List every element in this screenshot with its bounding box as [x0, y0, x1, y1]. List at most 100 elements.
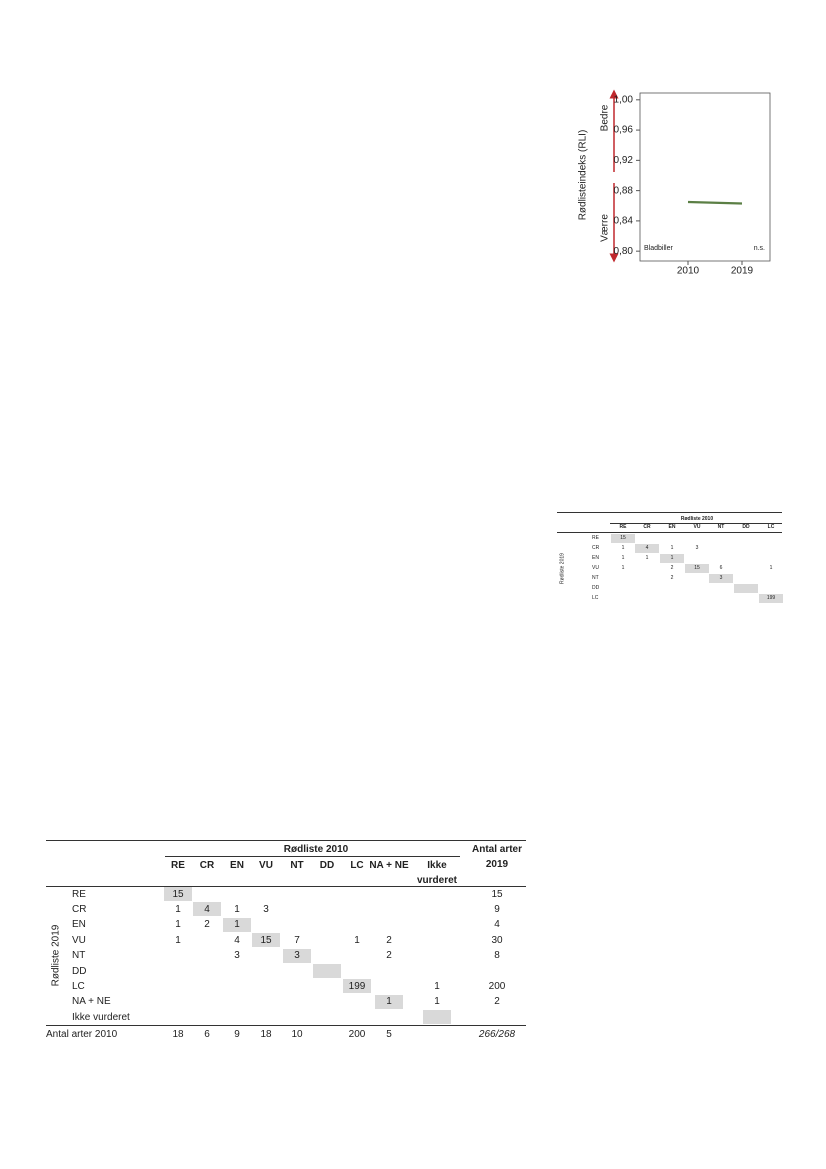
cell: 1: [621, 564, 625, 571]
diagonal-shade: [252, 933, 280, 948]
column-header: RE: [171, 859, 185, 871]
cell: 4: [645, 544, 649, 551]
footer-cell: 200: [348, 1028, 366, 1040]
column-header: EN: [668, 523, 676, 530]
cell: 7: [294, 934, 300, 946]
cell: 3: [294, 950, 300, 962]
footer-label: Antal arter 2010: [46, 1028, 118, 1040]
data-line: [687, 200, 743, 205]
rule: [46, 840, 526, 841]
column-header: Ikke vurderet: [416, 859, 457, 886]
diagonal-shade: [193, 902, 221, 917]
diagonal-shade: [343, 979, 371, 994]
diagonal-shade: [223, 917, 251, 932]
cell: 2: [386, 934, 392, 946]
cell: 1: [670, 554, 674, 561]
table-title: Rødliste 2010: [680, 515, 714, 522]
cell: 15: [620, 534, 626, 541]
footer-cell: 18: [172, 1028, 184, 1040]
row-label: RE: [72, 888, 86, 900]
cell: 2: [670, 574, 674, 581]
column-header: VU: [259, 859, 273, 871]
cell: 1: [670, 544, 674, 551]
row-label: LC: [592, 594, 599, 601]
column-header: DD: [742, 523, 750, 530]
row-label: RE: [592, 534, 599, 541]
cell: 4: [204, 903, 210, 915]
row-label: DD: [72, 965, 87, 977]
cell: 2: [386, 950, 392, 962]
column-header: NT: [290, 859, 304, 871]
column-header: CR: [199, 859, 215, 871]
x-tick-label: 2019: [731, 266, 754, 277]
row-label: VU: [72, 934, 86, 946]
cell: 1: [234, 919, 240, 931]
cell: 3: [695, 544, 699, 551]
rule: [557, 532, 782, 533]
table-title: Rødliste 2010: [283, 843, 349, 855]
row-label: EN: [72, 919, 86, 931]
cell: 6: [719, 564, 723, 571]
row-label: LC: [72, 980, 85, 992]
cell: 1: [234, 903, 240, 915]
column-header: CR: [643, 523, 651, 530]
footer-cell: 18: [260, 1028, 272, 1040]
row-total: 2: [494, 996, 500, 1008]
footer-cell: 5: [386, 1028, 392, 1040]
footer-total: 266/268: [478, 1028, 516, 1040]
y-tick-label: 0,96: [614, 125, 634, 136]
column-header: VU: [693, 523, 701, 530]
series-label: Bladbiller: [644, 245, 673, 252]
rule: [610, 523, 782, 524]
cell: 1: [434, 996, 440, 1008]
cell: 199: [348, 980, 366, 992]
row-label: DD: [592, 584, 600, 591]
cell: 3: [719, 574, 723, 581]
cell: 3: [263, 903, 269, 915]
row-total: 200: [488, 980, 506, 992]
cell: 1: [175, 903, 181, 915]
cell: 1: [434, 980, 440, 992]
diagonal-shade: [313, 964, 341, 978]
diagonal-shade: [375, 994, 403, 1009]
column-header: LC: [767, 523, 775, 530]
annotation: Værre: [600, 214, 611, 242]
cell: 1: [175, 919, 181, 931]
diagonal-shade: [635, 543, 659, 553]
cell: 2: [670, 564, 674, 571]
cell: 1: [769, 564, 773, 571]
cell: 1: [386, 996, 392, 1008]
cell: 3: [234, 950, 240, 962]
rule: [165, 856, 460, 857]
y-axis-label: Rødlisteindeks (RLI): [578, 130, 589, 221]
row-label: NA + NE: [72, 996, 111, 1008]
footer-cell: 9: [234, 1028, 240, 1040]
row-label: CR: [592, 544, 600, 551]
row-total: 15: [491, 888, 503, 900]
footer-cell: 10: [291, 1028, 303, 1040]
rule: [557, 512, 782, 513]
y-tick-label: 0,88: [614, 185, 634, 196]
plot-frame: [639, 92, 771, 262]
y-tick-label: 0,84: [614, 216, 634, 227]
row-label: EN: [592, 554, 599, 561]
cell: 4: [234, 934, 240, 946]
row-axis-label: Rødliste 2019: [50, 924, 62, 987]
diagonal-shade: [709, 573, 733, 583]
rule: [46, 1025, 526, 1026]
y-tick-label: 0,80: [614, 246, 634, 257]
cell: 1: [354, 934, 360, 946]
annotation: n.s.: [754, 245, 765, 252]
rule: [46, 886, 526, 887]
row-label: NT: [72, 950, 86, 962]
diagonal-shade: [685, 563, 709, 573]
cell: 15: [172, 888, 184, 900]
column-header: RE: [619, 523, 627, 530]
row-total: 8: [494, 950, 500, 962]
cell: 15: [694, 564, 700, 571]
column-header: EN: [230, 859, 244, 871]
diagonal-shade: [759, 593, 783, 603]
row-total: 9: [494, 903, 500, 915]
y-tick-label: 1,00: [614, 94, 634, 105]
